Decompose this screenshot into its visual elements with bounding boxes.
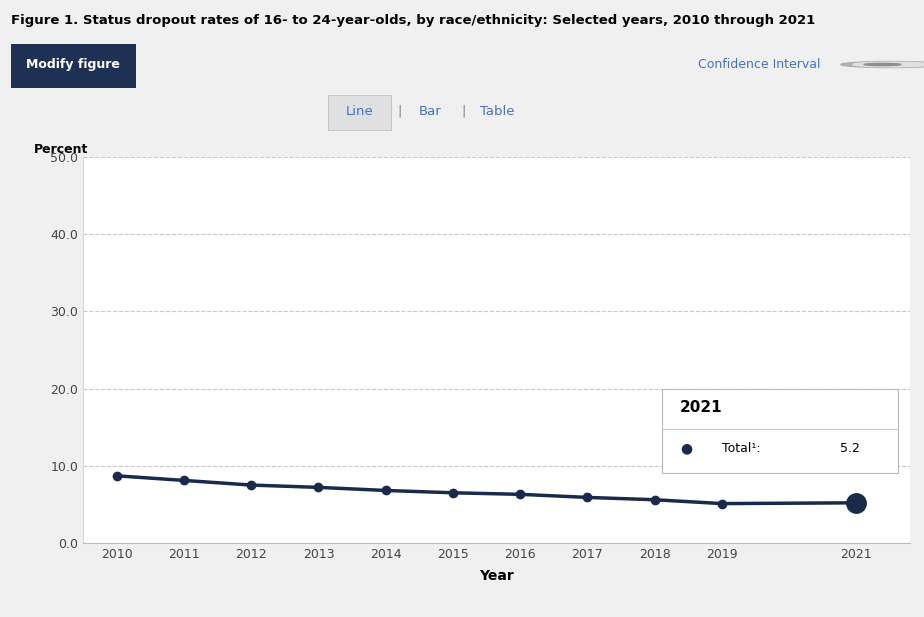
FancyBboxPatch shape — [328, 95, 391, 130]
Text: Line: Line — [346, 105, 373, 118]
Text: |: | — [397, 105, 401, 118]
Text: Figure 1. Status dropout rates of 16- to 24-year-olds, by race/ethnicity: Select: Figure 1. Status dropout rates of 16- to… — [11, 14, 815, 27]
X-axis label: Year: Year — [480, 569, 514, 583]
Circle shape — [864, 64, 901, 65]
Text: Bar: Bar — [419, 105, 442, 118]
Text: Total¹:: Total¹: — [722, 442, 760, 455]
Text: 2021: 2021 — [680, 400, 723, 415]
Text: Percent: Percent — [34, 143, 88, 156]
FancyBboxPatch shape — [11, 44, 136, 88]
Text: Confidence Interval: Confidence Interval — [698, 58, 821, 71]
Text: ●: ● — [680, 441, 692, 455]
Text: Table: Table — [480, 105, 515, 118]
Circle shape — [853, 62, 924, 67]
Text: |: | — [462, 105, 466, 118]
Text: 5.2: 5.2 — [840, 442, 859, 455]
Text: Modify figure: Modify figure — [26, 58, 120, 71]
Circle shape — [841, 62, 924, 67]
FancyBboxPatch shape — [662, 389, 898, 473]
